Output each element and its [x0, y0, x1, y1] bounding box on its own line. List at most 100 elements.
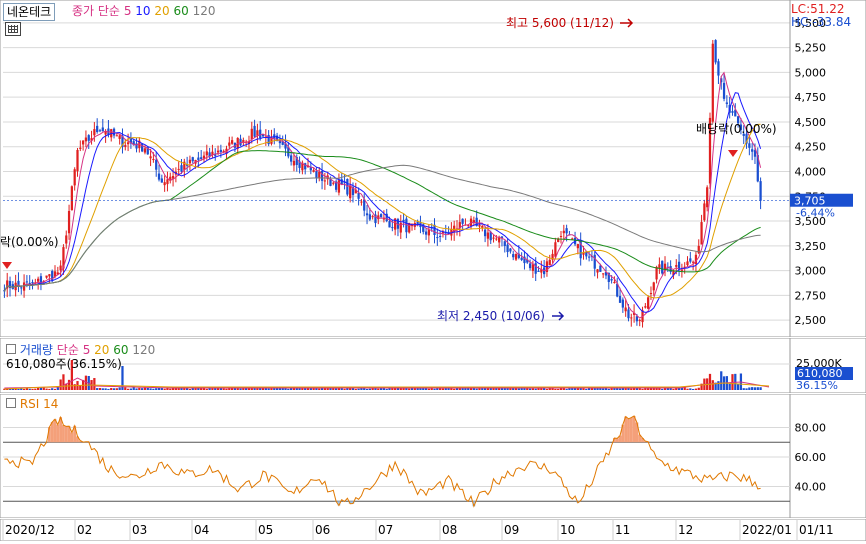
candle-body — [53, 271, 57, 277]
volume-bar — [419, 387, 422, 390]
volume-bar — [180, 387, 183, 390]
date-label: 2020/12 — [5, 523, 55, 537]
date-label: 08 — [442, 523, 457, 537]
candle-body — [129, 138, 133, 144]
candle-body — [571, 238, 574, 240]
candle-body — [481, 225, 484, 228]
volume-bar — [245, 387, 248, 390]
volume-bar — [498, 388, 501, 390]
candle-body — [540, 269, 543, 273]
candle-body — [489, 232, 492, 241]
candle-body — [607, 272, 610, 282]
rsi-legend-label: RSI 14 — [19, 397, 59, 411]
candle-body — [323, 180, 326, 182]
volume-bar — [576, 388, 579, 390]
volume-bar — [273, 387, 276, 390]
volume-bar — [278, 387, 282, 390]
volume-bar — [239, 388, 242, 390]
volume-bar — [444, 387, 447, 390]
volume-bar — [545, 388, 549, 390]
price-chart[interactable]: 5,5005,2505,0004,7504,5004,2504,0003,750… — [0, 0, 866, 337]
volume-bar — [374, 387, 377, 390]
date-label: 07 — [378, 523, 393, 537]
candle-body — [742, 133, 745, 136]
volume-bar — [22, 388, 26, 390]
volume-bar — [222, 388, 225, 390]
volume-bar — [236, 387, 239, 390]
candle-body — [101, 127, 104, 132]
candle-body — [202, 155, 206, 159]
volume-bar — [596, 387, 599, 390]
volume-bar — [455, 387, 459, 390]
price-marks — [3, 39, 762, 328]
rsi-legend[interactable]: RSI 14 — [6, 397, 58, 411]
volume-bar — [256, 387, 259, 390]
candle-body — [247, 141, 251, 145]
volume-bar — [157, 388, 161, 390]
volume-bar — [579, 387, 582, 390]
candle-body — [270, 136, 273, 144]
volume-bar — [377, 388, 380, 390]
candle-body — [686, 261, 689, 266]
candle-body — [76, 149, 79, 172]
volume-bar — [287, 388, 290, 390]
date-axis: 2020/12 02 03 04 05 06 07 08 09 10 11 12 2022/01 01/1… — [0, 518, 866, 542]
price-panel[interactable]: 5,5005,2505,0004,7504,5004,2504,0003,750… — [0, 0, 866, 337]
candle-body — [197, 157, 200, 161]
candle-body — [315, 171, 318, 178]
rsi-y-tick: 80.00 — [795, 422, 827, 435]
volume-bar — [34, 388, 37, 390]
volume-bar — [200, 387, 203, 390]
volume-bar — [486, 388, 490, 390]
candle-body — [627, 309, 630, 319]
candle-body — [191, 157, 194, 162]
volume-bar — [141, 388, 144, 390]
date-label: 11 — [615, 523, 630, 537]
candle-body — [551, 253, 554, 260]
candle-body — [205, 151, 208, 156]
volume-bar — [48, 388, 51, 390]
candle-body — [520, 257, 523, 260]
volume-bar — [424, 387, 428, 390]
volume-bar — [728, 383, 731, 390]
volume-bar — [115, 388, 118, 390]
volume-bar — [65, 383, 68, 390]
candle-body — [649, 292, 653, 295]
candle-body — [295, 157, 298, 165]
candle-body — [256, 130, 259, 136]
candle-body — [104, 131, 107, 135]
rsi-chart[interactable]: 80.00 60.00 40.00 — [0, 394, 866, 518]
price-y-tick: 3,500 — [795, 215, 827, 228]
candle-body — [219, 149, 222, 153]
volume-legend[interactable]: 거래량 단순 5 20 60 120 — [6, 341, 155, 358]
volume-bar — [520, 387, 523, 390]
candle-body — [143, 148, 147, 153]
rsi-panel[interactable]: 80.00 60.00 40.00 RSI 14 — [0, 394, 866, 518]
ma-legend-20: 20 — [154, 4, 170, 18]
candle-body — [562, 230, 565, 234]
volume-bar — [568, 388, 571, 390]
volume-bar — [107, 388, 110, 390]
candle-body — [714, 40, 717, 63]
volume-bar — [267, 388, 270, 390]
volume-bar — [528, 388, 532, 390]
candle-body — [284, 143, 287, 149]
candle-body — [149, 156, 152, 159]
ma-legend[interactable]: 종가 단순 5 10 20 60 120 — [72, 4, 216, 19]
volume-bar — [604, 388, 608, 390]
volume-bar — [363, 387, 366, 390]
candle-body — [87, 135, 90, 141]
grid-toggle-icon[interactable] — [5, 22, 21, 36]
ma-20-line — [3, 123, 761, 299]
volume-chart[interactable] — [0, 338, 866, 393]
candle-body — [722, 82, 726, 99]
candle-body — [56, 272, 59, 275]
volume-bar — [275, 388, 279, 390]
candle-body — [680, 269, 684, 271]
dividend-marker-right — [728, 150, 738, 157]
stock-name[interactable]: 네온테크 — [3, 3, 56, 21]
volume-panel[interactable]: 거래량 단순 5 20 60 120 610,080주(36.15%) 25,0… — [0, 338, 866, 393]
candle-body — [334, 181, 338, 190]
candle-body — [396, 219, 400, 229]
volume-bar — [205, 388, 208, 390]
